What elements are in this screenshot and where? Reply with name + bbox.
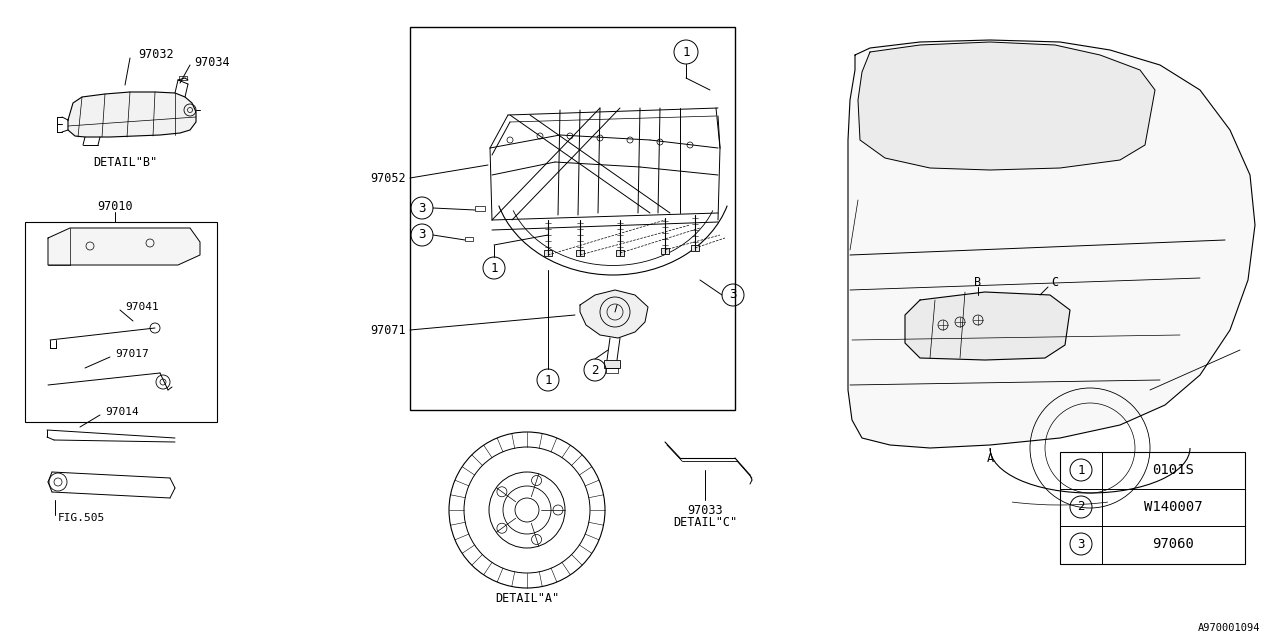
Polygon shape	[905, 292, 1070, 360]
Bar	[544, 250, 552, 256]
Bar	[410, 27, 735, 410]
Text: 97034: 97034	[195, 56, 229, 68]
Text: W140007: W140007	[1144, 500, 1202, 514]
Bar	[616, 250, 625, 256]
Text: 97060: 97060	[1152, 537, 1194, 551]
Polygon shape	[580, 290, 648, 338]
Text: 97010: 97010	[97, 200, 133, 214]
Bar	[604, 360, 620, 368]
Text: 97052: 97052	[370, 172, 406, 184]
Text: DETAIL"C": DETAIL"C"	[673, 516, 737, 529]
Bar	[26, 222, 218, 422]
Bar	[465, 237, 474, 241]
Text: 3: 3	[419, 202, 426, 214]
Text: 0101S: 0101S	[1152, 463, 1194, 477]
Polygon shape	[49, 228, 200, 265]
Text: 97014: 97014	[105, 407, 138, 417]
Text: 3: 3	[730, 289, 737, 301]
Text: DETAIL"A": DETAIL"A"	[495, 591, 559, 605]
Text: 97032: 97032	[138, 49, 174, 61]
Polygon shape	[858, 42, 1155, 170]
Text: 1: 1	[1078, 463, 1084, 477]
Text: 2: 2	[591, 364, 599, 376]
Text: 97017: 97017	[115, 349, 148, 359]
Text: FIG.505: FIG.505	[58, 513, 105, 523]
Text: 1: 1	[490, 262, 498, 275]
Text: 1: 1	[544, 374, 552, 387]
Bar	[660, 248, 669, 254]
Text: DETAIL"B": DETAIL"B"	[93, 157, 157, 170]
Bar	[605, 368, 618, 373]
Bar	[475, 206, 485, 211]
Polygon shape	[849, 40, 1254, 448]
Text: 97041: 97041	[125, 302, 159, 312]
Text: 97033: 97033	[687, 504, 723, 516]
Text: B: B	[974, 275, 982, 289]
Text: C: C	[1051, 275, 1059, 289]
Text: 3: 3	[419, 228, 426, 241]
Bar	[691, 245, 699, 251]
Text: 97071: 97071	[370, 323, 406, 337]
Text: 1: 1	[682, 45, 690, 58]
Text: 3: 3	[1078, 538, 1084, 550]
Text: A: A	[987, 451, 993, 465]
Text: 2: 2	[1078, 500, 1084, 513]
Bar	[576, 250, 584, 256]
Text: A970001094: A970001094	[1198, 623, 1260, 633]
Bar	[179, 76, 187, 80]
Bar	[1060, 452, 1245, 564]
Polygon shape	[68, 92, 196, 137]
